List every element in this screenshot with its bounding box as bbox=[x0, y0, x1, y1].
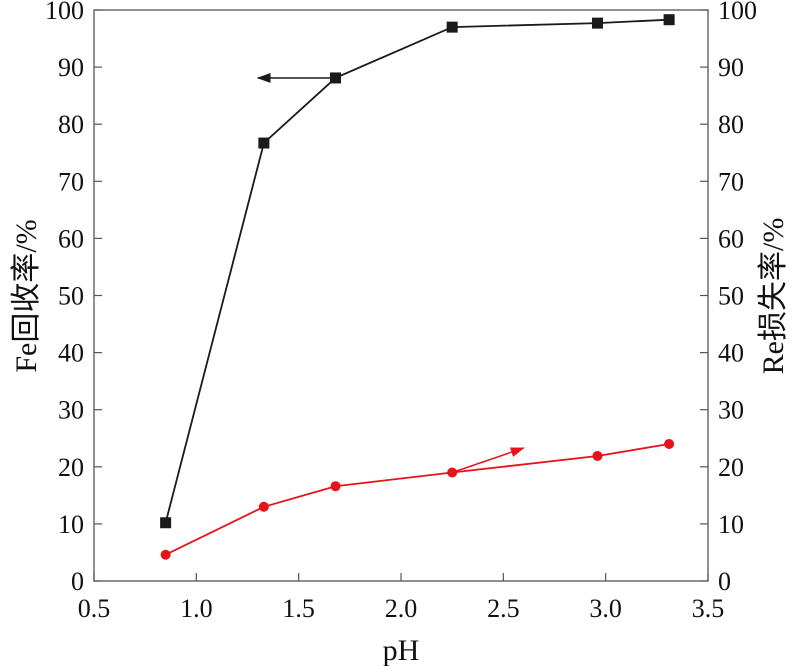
plot-frame bbox=[93, 9, 709, 582]
left-y-tick-label: 30 bbox=[58, 396, 84, 425]
right-y-tick-label: 20 bbox=[718, 453, 744, 482]
series-line bbox=[164, 18, 670, 524]
right-y-tick-label: 50 bbox=[718, 282, 744, 311]
data-point bbox=[591, 17, 603, 29]
series-layer bbox=[160, 14, 675, 560]
right-y-tick-label: 60 bbox=[718, 224, 744, 253]
axis-pointer-arrow bbox=[451, 447, 525, 474]
data-point bbox=[663, 14, 675, 26]
left-y-tick-label: 50 bbox=[58, 282, 84, 311]
data-point bbox=[446, 21, 458, 33]
left-y-tick-label: 60 bbox=[58, 224, 84, 253]
left-y-tick-label: 20 bbox=[58, 453, 84, 482]
right-y-tick-label: 40 bbox=[718, 339, 744, 368]
left-y-tick-label: 80 bbox=[58, 110, 84, 139]
left-y-tick-label: 70 bbox=[58, 167, 84, 196]
right-y-axis-title: Re损失率/% bbox=[757, 218, 790, 375]
series-line bbox=[165, 443, 670, 556]
data-point bbox=[258, 501, 269, 512]
x-tick-label: 3.5 bbox=[692, 594, 725, 623]
right-y-tick-label: 80 bbox=[718, 110, 744, 139]
left-y-axis-ticks: 0 10 20 30 40 50 60 70 80 90 100 bbox=[45, 0, 102, 596]
x-tick-label: 1.0 bbox=[180, 594, 213, 623]
x-axis-title: pH bbox=[383, 634, 420, 666]
series-1 bbox=[160, 14, 675, 529]
right-y-tick-label: 90 bbox=[718, 53, 744, 82]
x-tick-label: 0.5 bbox=[78, 594, 111, 623]
left-y-tick-label: 0 bbox=[71, 567, 84, 596]
data-point bbox=[258, 137, 270, 149]
data-point bbox=[664, 438, 675, 449]
series-2 bbox=[160, 438, 675, 560]
left-y-axis-title: Fe回收率/% bbox=[10, 219, 43, 372]
x-tick-label: 2.0 bbox=[385, 594, 418, 623]
data-point bbox=[592, 450, 603, 461]
data-point bbox=[160, 549, 171, 560]
x-tick-label: 1.5 bbox=[282, 594, 315, 623]
left-y-tick-label: 10 bbox=[58, 510, 84, 539]
data-point bbox=[160, 517, 172, 529]
right-y-tick-label: 0 bbox=[718, 567, 731, 596]
x-axis-ticks: 0.5 1.0 1.5 2.0 2.5 3.0 3.5 bbox=[78, 573, 725, 623]
right-y-tick-label: 70 bbox=[718, 167, 744, 196]
right-y-tick-label: 10 bbox=[718, 510, 744, 539]
right-y-tick-label: 100 bbox=[718, 0, 757, 25]
data-point bbox=[330, 481, 341, 492]
x-tick-label: 3.0 bbox=[589, 594, 622, 623]
x-tick-label: 2.5 bbox=[487, 594, 520, 623]
left-y-tick-label: 100 bbox=[45, 0, 84, 25]
left-y-tick-label: 90 bbox=[58, 53, 84, 82]
right-y-tick-label: 30 bbox=[718, 396, 744, 425]
right-y-axis-ticks: 0 10 20 30 40 50 60 70 80 90 100 bbox=[700, 0, 757, 596]
left-y-tick-label: 40 bbox=[58, 339, 84, 368]
